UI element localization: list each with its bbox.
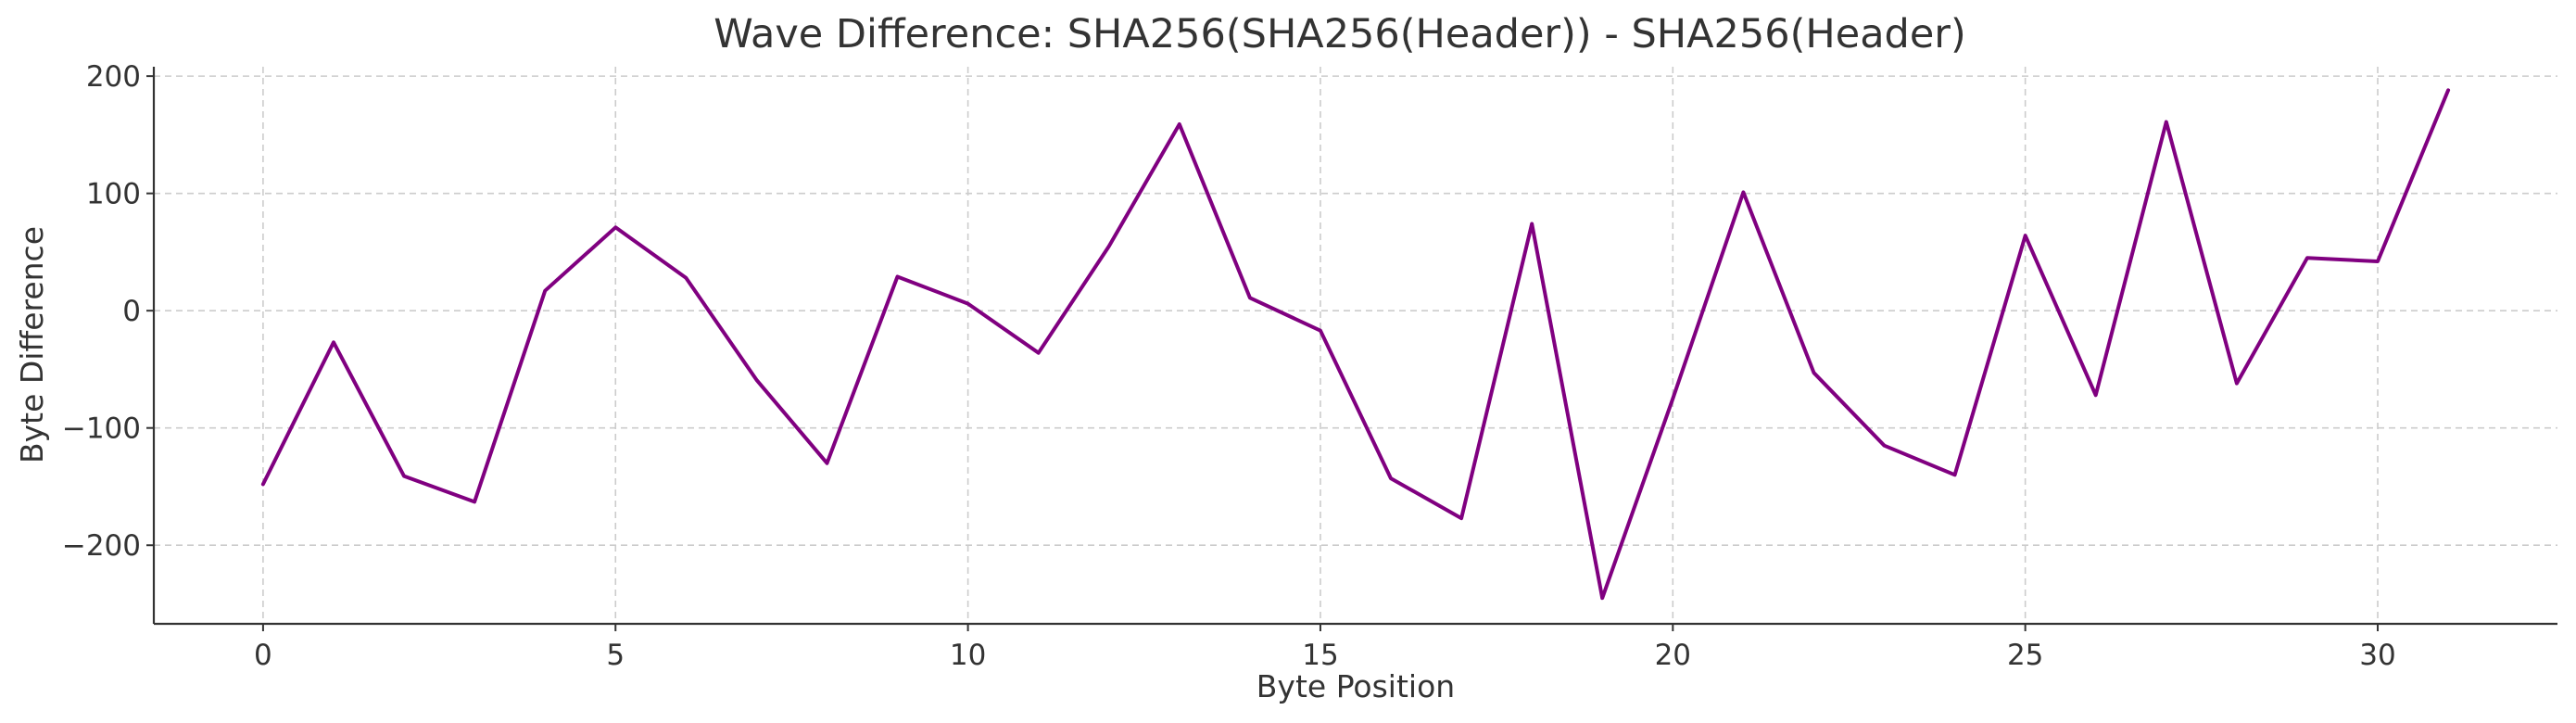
x-axis-label: Byte Position xyxy=(1256,668,1455,704)
y-tick-label: 0 xyxy=(122,295,141,328)
x-tick-label: 0 xyxy=(254,639,272,672)
y-tick-label: 100 xyxy=(86,178,141,211)
y-tick-label: 200 xyxy=(86,60,141,94)
chart-title: Wave Difference: SHA256(SHA256(Header)) … xyxy=(713,11,1966,57)
grid xyxy=(154,67,2557,624)
y-axis-label: Byte Difference xyxy=(14,226,50,463)
y-tick-label: −100 xyxy=(62,412,141,446)
x-tick-label: 5 xyxy=(606,639,625,672)
x-tick-label: 20 xyxy=(1655,639,1691,672)
series-line-0 xyxy=(260,88,2451,601)
axis-ticks: 0 5 10 15 20 25 30 −200 −100 0 100 200 xyxy=(62,60,2396,672)
y-tick-label: −200 xyxy=(62,529,141,563)
x-tick-label: 10 xyxy=(950,639,986,672)
axes-spines xyxy=(152,67,2557,626)
x-tick-label: 15 xyxy=(1302,639,1338,672)
series-layer xyxy=(260,88,2451,601)
x-tick-label: 30 xyxy=(2359,639,2395,672)
x-tick-label: 25 xyxy=(2007,639,2043,672)
